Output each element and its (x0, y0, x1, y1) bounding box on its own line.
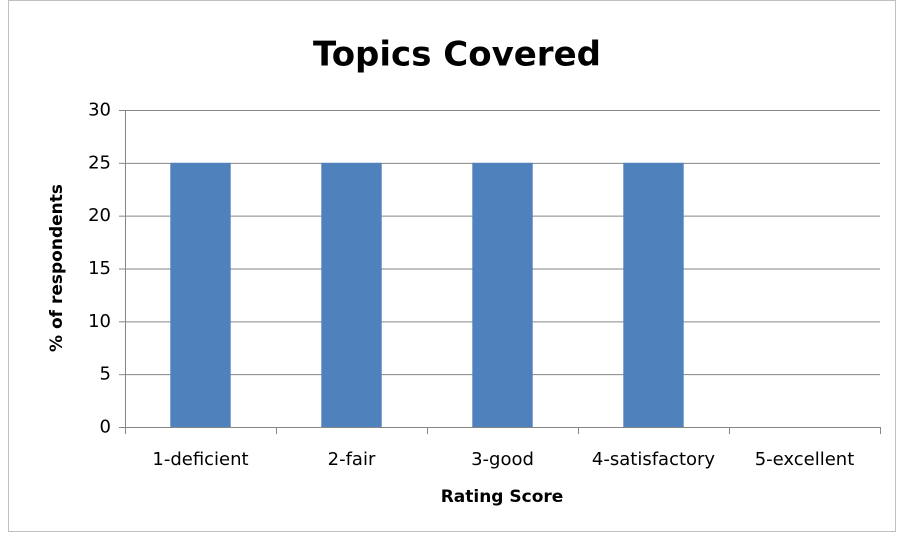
y-tick-label: 15 (88, 258, 111, 279)
x-tick-label: 4-satisfactory (592, 449, 716, 470)
y-tick-label: 10 (88, 311, 111, 332)
x-tick-label: 2-fair (328, 449, 376, 470)
x-axis-title: Rating Score (441, 487, 564, 507)
y-tick-label: 30 (88, 100, 111, 121)
chart-border (8, 0, 896, 532)
y-axis-title: % of respondents (47, 184, 67, 352)
x-tick-label: 5-excellent (755, 449, 855, 470)
chart-title: Topics Covered (313, 35, 601, 75)
x-tick-label: 1-deficient (152, 449, 248, 470)
bar (472, 162, 533, 428)
y-tick-label: 20 (88, 205, 111, 226)
bar (623, 162, 684, 428)
bar (321, 162, 382, 428)
x-tick-label: 3-good (471, 449, 534, 470)
y-tick-label: 0 (100, 417, 111, 438)
bar (170, 162, 231, 428)
y-tick-label: 25 (88, 152, 111, 173)
y-tick-label: 5 (100, 364, 111, 385)
